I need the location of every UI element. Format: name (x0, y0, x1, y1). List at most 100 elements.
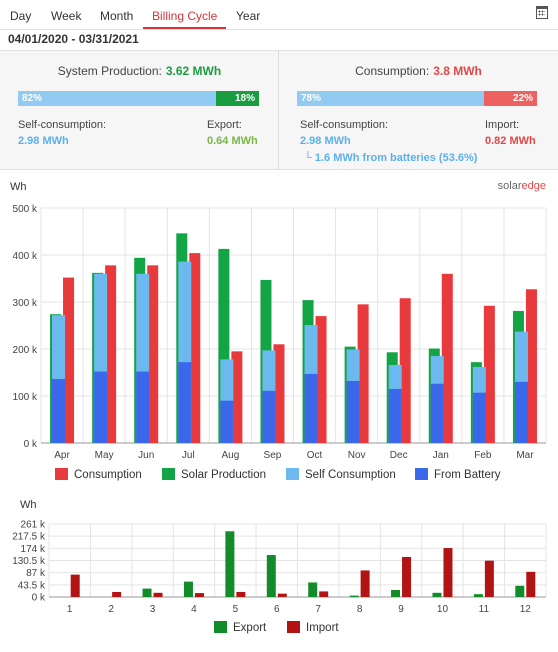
y-tick-label: 100 k (13, 392, 38, 403)
x-tick-label: Aug (221, 450, 239, 461)
bar-import (402, 557, 412, 597)
bar-from-battery (262, 390, 276, 443)
bar-from-battery (136, 371, 150, 443)
tab-week[interactable]: Week (51, 9, 82, 23)
legend-swatch (415, 468, 428, 480)
x-tick-label: 6 (274, 604, 280, 615)
calendar-icon[interactable] (536, 6, 548, 19)
x-tick-label: May (95, 450, 114, 461)
bar-from-battery (52, 379, 66, 443)
solaredge-logo: solaredge (498, 180, 546, 192)
y-tick-label: 200 k (13, 345, 38, 356)
x-tick-label: 12 (520, 604, 532, 615)
x-tick-label: 7 (315, 604, 321, 615)
legend-label: Import (306, 622, 339, 634)
y-tick-label: 87 k (26, 568, 46, 579)
bar-consumption (525, 289, 537, 443)
bar-consumption (399, 298, 411, 443)
consumption-self-label: Self-consumption: (300, 119, 389, 131)
legend-swatch (286, 468, 299, 480)
bar-export (473, 594, 483, 597)
production-export-segment: 18% (215, 91, 259, 106)
bar-import (360, 570, 370, 597)
consumption-self-segment: 78% (297, 91, 485, 106)
bar-import (443, 548, 453, 597)
monthly-energy-chart: Wh 0 k 100 k 200 k 300 k 400 k 500 k Apr May Jun J… (10, 181, 547, 481)
x-tick-label: 10 (437, 604, 449, 615)
production-title: System Production: 3.62 MWh (0, 64, 279, 78)
production-split-bar: 82% 18% (18, 91, 259, 106)
bar-consumption (231, 351, 243, 443)
x-tick-label: Jul (182, 450, 195, 461)
bar-import (236, 591, 246, 597)
corner-arrow-icon: └ (304, 152, 315, 164)
tab-month[interactable]: Month (100, 9, 134, 23)
bar-consumption (63, 277, 75, 443)
x-tick-label: 8 (357, 604, 363, 615)
bar-consumption (189, 253, 201, 443)
consumption-import-segment: 22% (484, 91, 537, 106)
bar-import (112, 591, 122, 597)
y-tick-label: 300 k (13, 298, 38, 309)
legend-label: Export (233, 622, 267, 634)
bar-export (432, 592, 442, 597)
x-tick-label: Mar (516, 450, 534, 461)
y-tick-label: 400 k (13, 251, 38, 262)
bar-consumption (483, 305, 495, 443)
bar-solar-production (218, 248, 230, 443)
export-label: Export: (207, 119, 242, 131)
bar-export (266, 555, 276, 597)
y-tick-label: 130.5 k (12, 556, 46, 567)
bar-from-battery (472, 392, 486, 443)
legend-label: Self Consumption (305, 469, 396, 481)
legend-swatch (162, 468, 175, 480)
consumption-title-label: Consumption: (355, 64, 430, 78)
y-tick-label: 500 k (13, 204, 38, 215)
y-tick-label: 261 k (21, 520, 46, 531)
active-tab-indicator (143, 27, 226, 29)
x-tick-label: Apr (54, 450, 70, 461)
consumption-self-value: 2.98 MWh (300, 135, 351, 147)
y-tick-label: 217.5 k (12, 532, 46, 543)
bar-from-battery (220, 400, 234, 443)
export-value: 0.64 MWh (207, 135, 258, 147)
x-tick-label: Sep (264, 450, 282, 461)
bar-from-battery (304, 373, 318, 443)
x-tick-label: 9 (398, 604, 404, 615)
bar-from-battery (94, 371, 108, 443)
x-tick-label: 1 (67, 604, 73, 615)
y-tick-label: 0 k (24, 439, 38, 450)
bar-consumption (147, 265, 159, 443)
x-tick-label: Dec (390, 450, 408, 461)
y-tick-label: 43.5 k (18, 580, 46, 591)
bar-consumption (273, 344, 285, 443)
y-tick-label: 0 k (32, 593, 46, 604)
period-tabs: Day Week Month Billing Cycle Year (0, 0, 558, 30)
legend-label: From Battery (434, 469, 501, 481)
x-tick-label: 4 (191, 604, 197, 615)
tab-billing-cycle[interactable]: Billing Cycle (152, 9, 218, 23)
x-tick-label: 2 (108, 604, 114, 615)
energy-summary: System Production: 3.62 MWh 82% 18% Self-… (0, 50, 558, 170)
consumption-title: Consumption: 3.8 MWh (279, 64, 558, 78)
bar-export (515, 585, 525, 597)
x-tick-label: 5 (233, 604, 239, 615)
bar-import (277, 593, 287, 597)
logo-edge: edge (521, 180, 546, 192)
bar-consumption (357, 304, 369, 443)
bar-from-battery (346, 380, 360, 443)
legend-label: Solar Production (181, 469, 266, 481)
logo-solar: solar (497, 180, 522, 192)
tab-day[interactable]: Day (10, 9, 32, 23)
import-label: Import: (485, 119, 520, 131)
x-tick-label: Jun (138, 450, 154, 461)
tab-year[interactable]: Year (236, 9, 261, 23)
y-axis-unit: Wh (10, 181, 27, 193)
production-total: 3.62 MWh (165, 64, 222, 78)
production-title-label: System Production: (57, 64, 162, 78)
x-tick-label: Oct (307, 450, 323, 461)
batteries-value-text: 1.6 MWh from batteries (53.6%) (314, 152, 478, 164)
bar-import (70, 574, 80, 597)
production-self-label: Self-consumption: (18, 119, 107, 131)
